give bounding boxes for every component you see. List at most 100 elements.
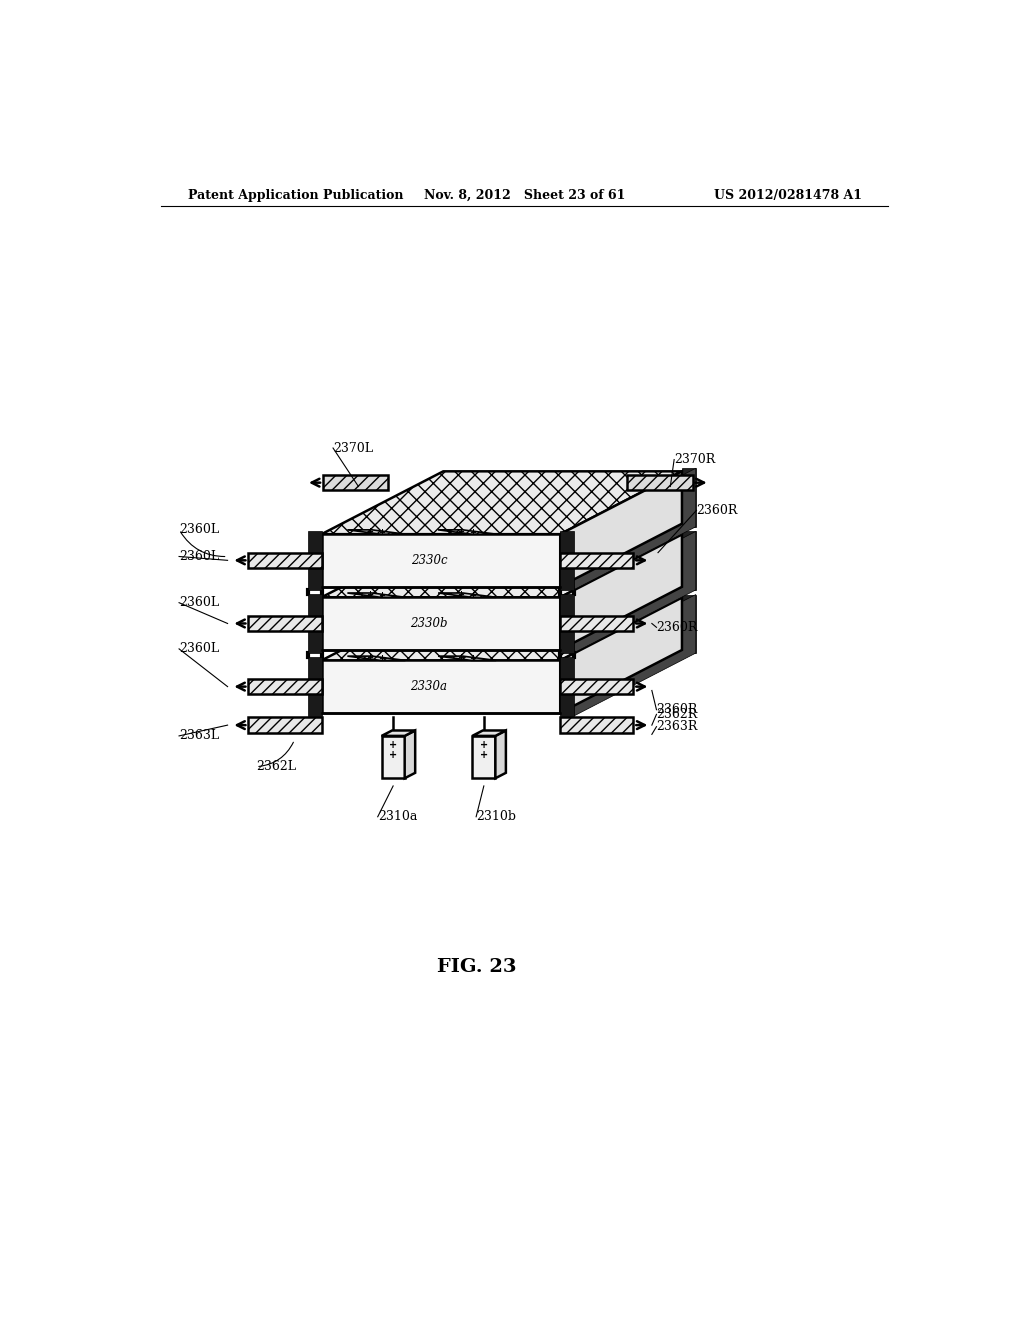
Text: 2360R: 2360R [656,704,697,717]
Text: 2370R: 2370R [674,453,716,466]
Polygon shape [322,598,682,660]
Polygon shape [574,532,696,653]
Polygon shape [560,594,574,653]
Polygon shape [560,598,682,713]
Polygon shape [347,529,406,535]
Text: 2362R: 2362R [656,708,697,721]
Text: 2362L: 2362L [256,760,296,774]
Polygon shape [389,471,555,535]
Text: +: + [469,528,475,537]
Polygon shape [249,553,322,568]
Polygon shape [682,469,696,527]
Text: 2310a: 2310a [378,810,417,824]
Polygon shape [627,475,692,490]
Text: 2370L: 2370L [333,441,373,454]
Text: +: + [378,591,385,601]
Text: +: + [385,638,391,647]
Polygon shape [347,593,406,597]
Polygon shape [322,597,560,649]
Polygon shape [329,535,496,597]
Text: 2360R: 2360R [696,504,738,517]
Text: 2360L: 2360L [179,643,219,656]
Text: +: + [480,750,487,759]
Polygon shape [472,737,496,779]
Text: +: + [553,487,559,495]
Polygon shape [249,678,322,694]
Polygon shape [438,529,497,535]
Polygon shape [560,718,634,733]
Text: +: + [444,638,451,647]
Text: +: + [564,512,570,520]
Text: +: + [444,512,451,520]
Text: +: + [504,638,510,647]
Text: +: + [564,574,570,583]
Text: FIG. 23: FIG. 23 [437,958,517,975]
Polygon shape [329,598,496,660]
Text: +: + [564,638,570,647]
Text: +: + [612,612,618,622]
Text: +: + [444,574,451,583]
Polygon shape [574,594,696,715]
Text: +: + [469,591,475,601]
Text: 2363L: 2363L [179,730,219,742]
Polygon shape [307,594,322,653]
Polygon shape [560,615,634,631]
Text: +: + [457,590,464,599]
Text: Nov. 8, 2012   Sheet 23 of 61: Nov. 8, 2012 Sheet 23 of 61 [424,189,626,202]
Text: +: + [553,549,559,558]
Polygon shape [389,535,555,597]
Polygon shape [404,730,415,779]
Text: 2363R: 2363R [656,721,697,733]
Polygon shape [449,471,614,535]
Text: 2310b: 2310b [476,810,516,824]
Text: +: + [612,487,618,495]
Text: 2330a: 2330a [411,680,447,693]
Text: +: + [367,527,373,536]
Text: +: + [389,739,397,750]
Polygon shape [496,730,506,779]
Polygon shape [560,535,682,649]
Polygon shape [329,471,496,535]
Text: US 2012/0281478 A1: US 2012/0281478 A1 [714,189,862,202]
Polygon shape [323,475,388,490]
Polygon shape [322,535,682,597]
Polygon shape [560,678,634,694]
Text: +: + [494,487,500,495]
Polygon shape [472,730,506,737]
Polygon shape [560,471,682,586]
Polygon shape [508,598,675,660]
Text: +: + [480,739,487,750]
Polygon shape [249,718,322,733]
Text: +: + [469,655,475,664]
Polygon shape [449,598,614,660]
Text: +: + [389,750,397,759]
Polygon shape [560,553,634,568]
Text: 2360L: 2360L [179,597,219,610]
Text: +: + [494,612,500,622]
Text: 2330c: 2330c [411,554,447,566]
Text: +: + [378,528,385,537]
Polygon shape [560,657,574,715]
Text: +: + [504,512,510,520]
Polygon shape [307,531,322,590]
Text: +: + [385,512,391,520]
Text: Patent Application Publication: Patent Application Publication [188,189,403,202]
Polygon shape [560,531,574,590]
Polygon shape [347,656,406,660]
Polygon shape [322,535,560,586]
Text: +: + [433,612,439,622]
Text: +: + [457,527,464,536]
Text: 2360R: 2360R [656,620,697,634]
Polygon shape [382,730,415,737]
Polygon shape [438,593,497,597]
Polygon shape [322,471,682,535]
Text: +: + [385,574,391,583]
Polygon shape [249,615,322,631]
Text: +: + [367,590,373,599]
Text: +: + [433,487,439,495]
Text: 2360L: 2360L [179,523,219,536]
Text: 2360L: 2360L [179,550,219,564]
Text: +: + [457,653,464,661]
Text: +: + [433,549,439,558]
Polygon shape [307,657,322,715]
